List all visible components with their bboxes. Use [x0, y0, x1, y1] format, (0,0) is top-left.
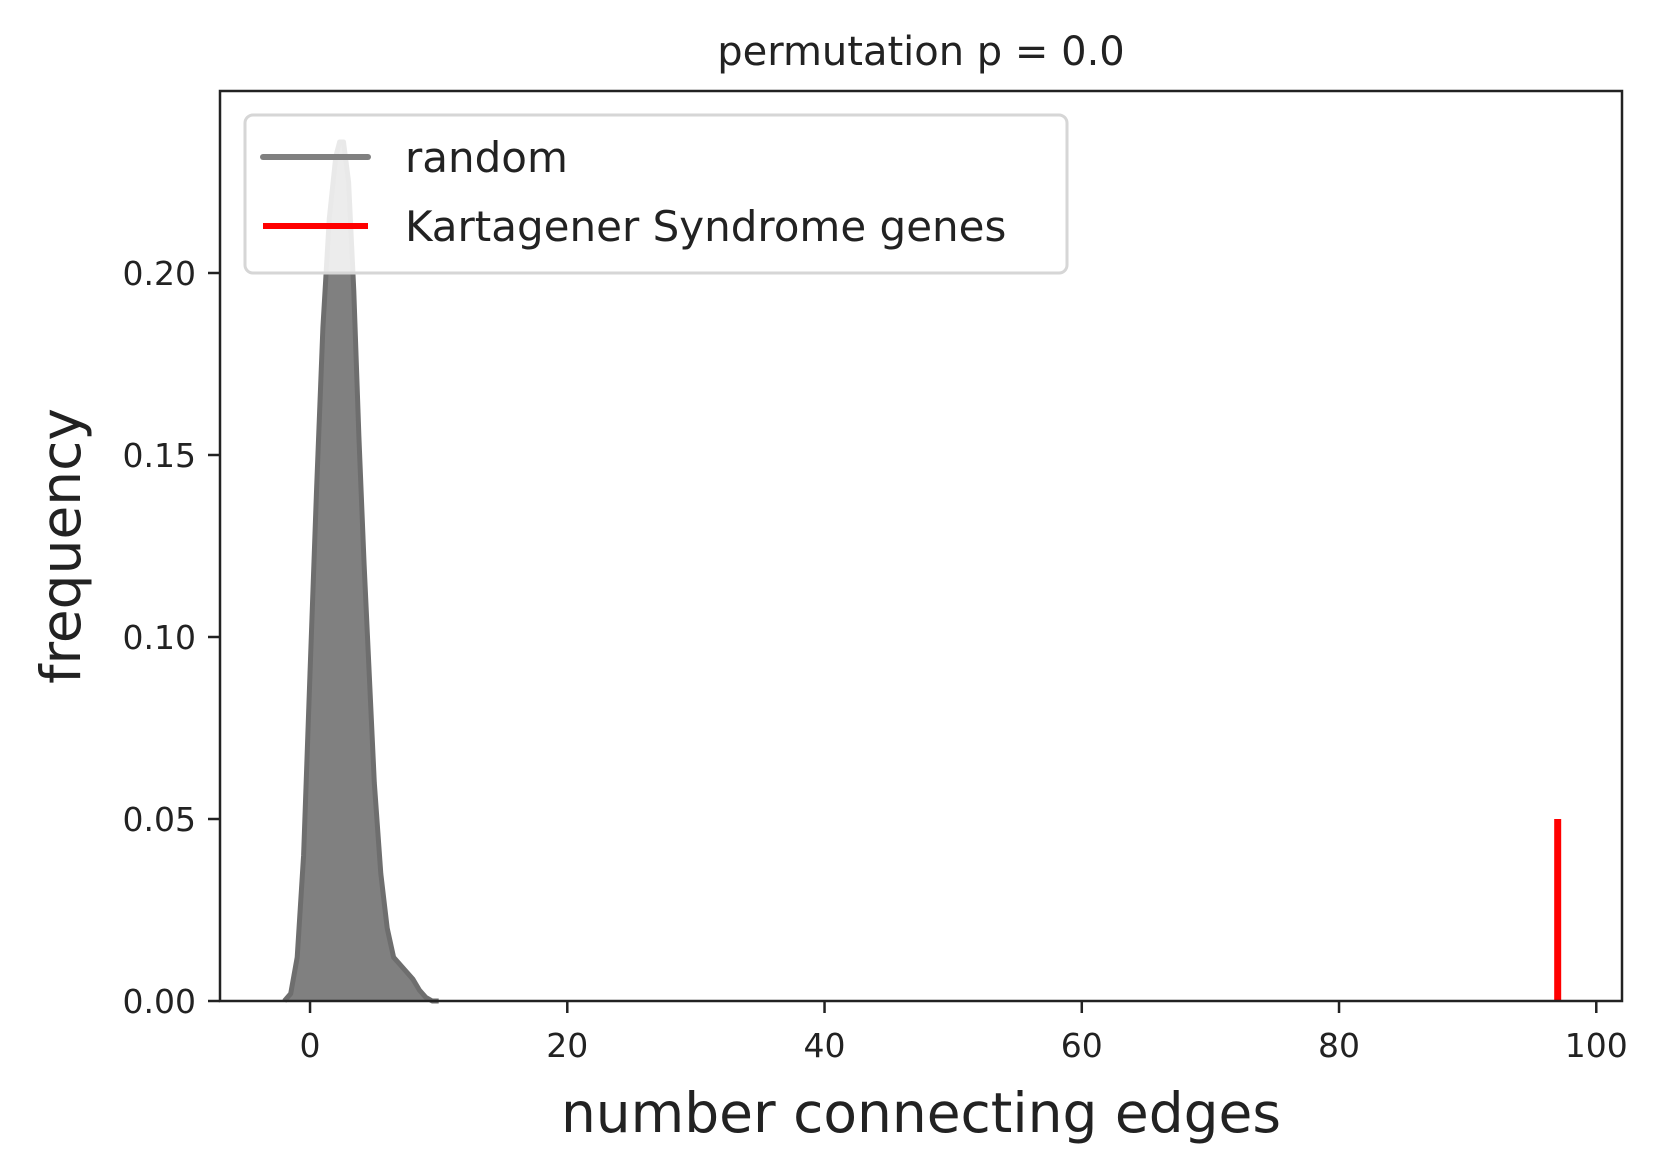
axes-frame	[218, 89, 1624, 1003]
y-tick-label: 0.20	[123, 254, 196, 293]
density-series	[282, 139, 439, 1004]
x-axis-ticks: 0 20 40 60 80 100	[300, 1001, 1628, 1065]
x-tick-label: 80	[1318, 1026, 1360, 1065]
x-axis-label: number connecting edges	[561, 1081, 1281, 1145]
y-tick-label: 0.10	[123, 618, 196, 657]
density-line	[282, 139, 439, 1004]
chart-title: permutation p = 0.0	[717, 29, 1125, 75]
x-tick-label: 0	[300, 1026, 321, 1065]
legend-label-random: random	[405, 133, 568, 182]
legend-box	[243, 113, 1069, 275]
x-tick-label: 20	[546, 1026, 588, 1065]
legend: random Kartagener Syndrome genes	[243, 113, 1069, 275]
x-tick-label: 60	[1061, 1026, 1103, 1065]
y-axis-ticks: 0.00 0.05 0.10 0.15 0.20	[123, 254, 220, 1021]
y-tick-label: 0.15	[123, 436, 196, 475]
y-tick-label: 0.00	[123, 982, 196, 1021]
y-axis-label: frequency	[29, 408, 93, 684]
legend-label-observed: Kartagener Syndrome genes	[405, 202, 1006, 251]
y-tick-label: 0.05	[123, 800, 196, 839]
x-tick-label: 100	[1565, 1026, 1628, 1065]
x-tick-label: 40	[804, 1026, 846, 1065]
